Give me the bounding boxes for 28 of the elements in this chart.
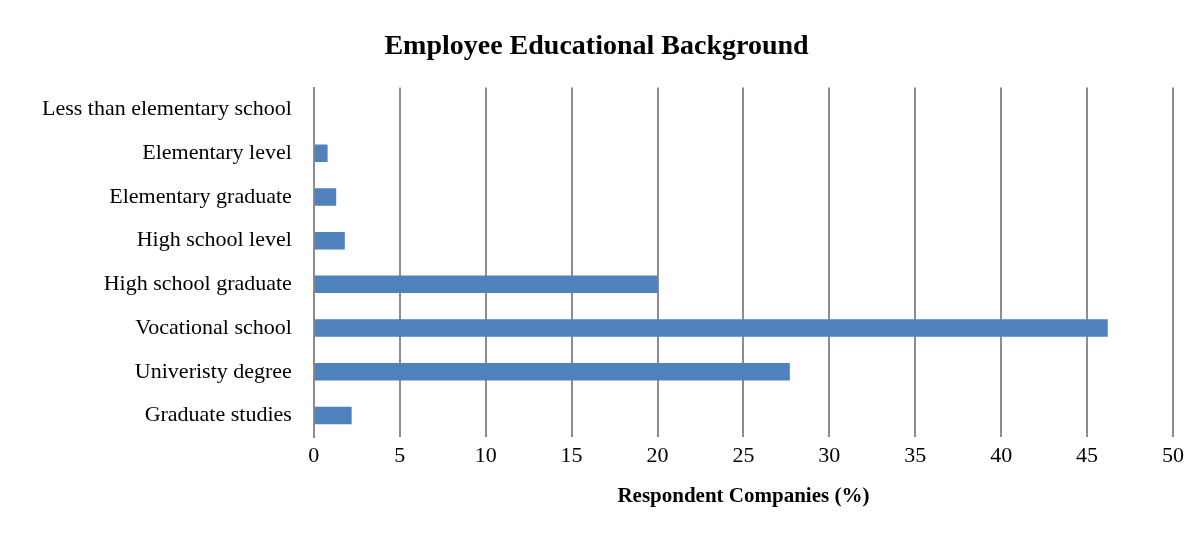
x-tick-label: 25 — [732, 442, 755, 468]
x-tick-label: 40 — [990, 442, 1013, 468]
x-axis-title: Respondent Companies (%) — [617, 482, 870, 507]
chart-title: Employee Educational Background — [384, 29, 810, 61]
y-tick-label: High school graduate — [103, 270, 292, 296]
x-tick-label: 0 — [308, 442, 320, 468]
bar — [314, 363, 790, 381]
y-tick-label: Univeristy degree — [134, 357, 292, 383]
y-tick-label: Vocational school — [135, 313, 292, 339]
bar — [314, 231, 345, 250]
bar — [314, 188, 337, 206]
y-tick-label: High school level — [136, 226, 292, 252]
y-tick-label: Elementary graduate — [109, 182, 292, 208]
x-tick-label: 45 — [1076, 442, 1099, 468]
y-tick-label: Elementary level — [142, 138, 292, 164]
x-tick-label: 30 — [818, 442, 841, 468]
y-tick-label: Less than elementary school — [41, 95, 292, 121]
bar — [314, 144, 328, 162]
x-tick-label: 10 — [474, 442, 497, 468]
y-tick-label: Graduate studies — [144, 401, 292, 427]
x-tick-label: 20 — [646, 442, 669, 468]
bar — [314, 275, 658, 294]
x-tick-label: 35 — [904, 442, 927, 468]
bar — [314, 406, 352, 425]
bar — [314, 319, 1108, 337]
x-tick-label: 50 — [1162, 442, 1184, 468]
x-tick-label: 15 — [560, 442, 583, 468]
x-tick-label: 5 — [394, 442, 406, 468]
